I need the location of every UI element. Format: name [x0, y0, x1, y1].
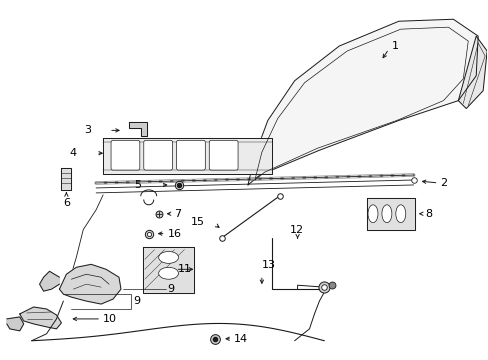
Text: 13: 13	[262, 260, 275, 270]
FancyBboxPatch shape	[209, 140, 238, 170]
Text: 14: 14	[234, 334, 248, 344]
Text: 7: 7	[174, 209, 182, 219]
Polygon shape	[20, 307, 61, 329]
Text: 2: 2	[440, 178, 447, 188]
Text: 11: 11	[177, 264, 191, 274]
FancyBboxPatch shape	[143, 140, 172, 170]
Polygon shape	[60, 264, 121, 304]
FancyBboxPatch shape	[111, 140, 140, 170]
Ellipse shape	[395, 205, 405, 223]
Text: 9: 9	[133, 296, 140, 306]
Polygon shape	[366, 198, 414, 230]
Text: 9: 9	[167, 284, 174, 294]
Polygon shape	[103, 138, 271, 174]
FancyBboxPatch shape	[176, 140, 205, 170]
Ellipse shape	[367, 205, 377, 223]
Polygon shape	[457, 36, 486, 109]
Ellipse shape	[158, 251, 178, 264]
Polygon shape	[7, 317, 24, 331]
Text: 8: 8	[425, 209, 432, 219]
Text: 1: 1	[391, 41, 398, 51]
Polygon shape	[61, 168, 71, 190]
Text: 3: 3	[84, 125, 91, 135]
Ellipse shape	[381, 205, 391, 223]
Ellipse shape	[158, 267, 178, 279]
Text: 5: 5	[134, 180, 141, 190]
Text: 15: 15	[191, 217, 205, 227]
Text: 4: 4	[69, 148, 76, 158]
Text: 10: 10	[103, 314, 117, 324]
Polygon shape	[247, 19, 477, 185]
Text: 16: 16	[167, 229, 181, 239]
Text: 6: 6	[63, 198, 70, 208]
Polygon shape	[40, 271, 60, 291]
Polygon shape	[129, 122, 146, 136]
Polygon shape	[142, 247, 194, 293]
Text: 12: 12	[289, 225, 303, 235]
